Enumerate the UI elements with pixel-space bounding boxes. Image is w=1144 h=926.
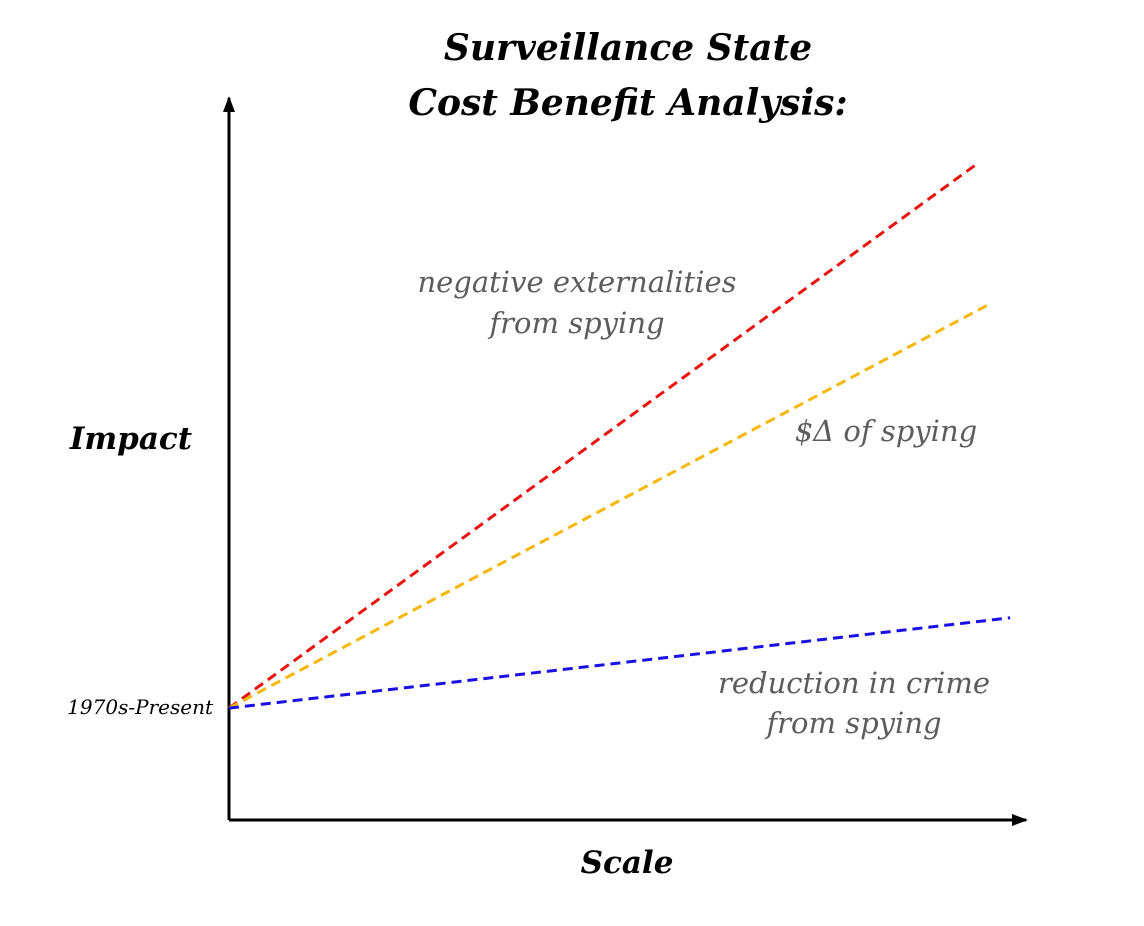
y-tick-label: 1970s-Present (67, 695, 214, 719)
series-layer (228, 161, 1011, 710)
y-axis-label: Impact (69, 421, 193, 457)
series-line-negative (228, 161, 980, 710)
series-line-crime (228, 616, 1011, 710)
annotation-crime-line-2: from spying (764, 706, 941, 740)
x-axis-arrowhead (1012, 814, 1028, 826)
chart-title-line-2: Cost Benefit Analysis: (408, 82, 847, 124)
annotation-crime-line-1: reduction in crime (718, 666, 990, 700)
y-axis-arrowhead (223, 96, 235, 112)
chart-title-line-1: Surveillance State (444, 27, 812, 69)
x-axis-label: Scale (581, 845, 674, 881)
annotation-negative-line-1: negative externalities (417, 265, 736, 299)
annotation-negative-line-2: from spying (487, 306, 664, 340)
series-line-cost (228, 302, 991, 710)
annotation-cost: $Δ of spying (795, 414, 977, 448)
